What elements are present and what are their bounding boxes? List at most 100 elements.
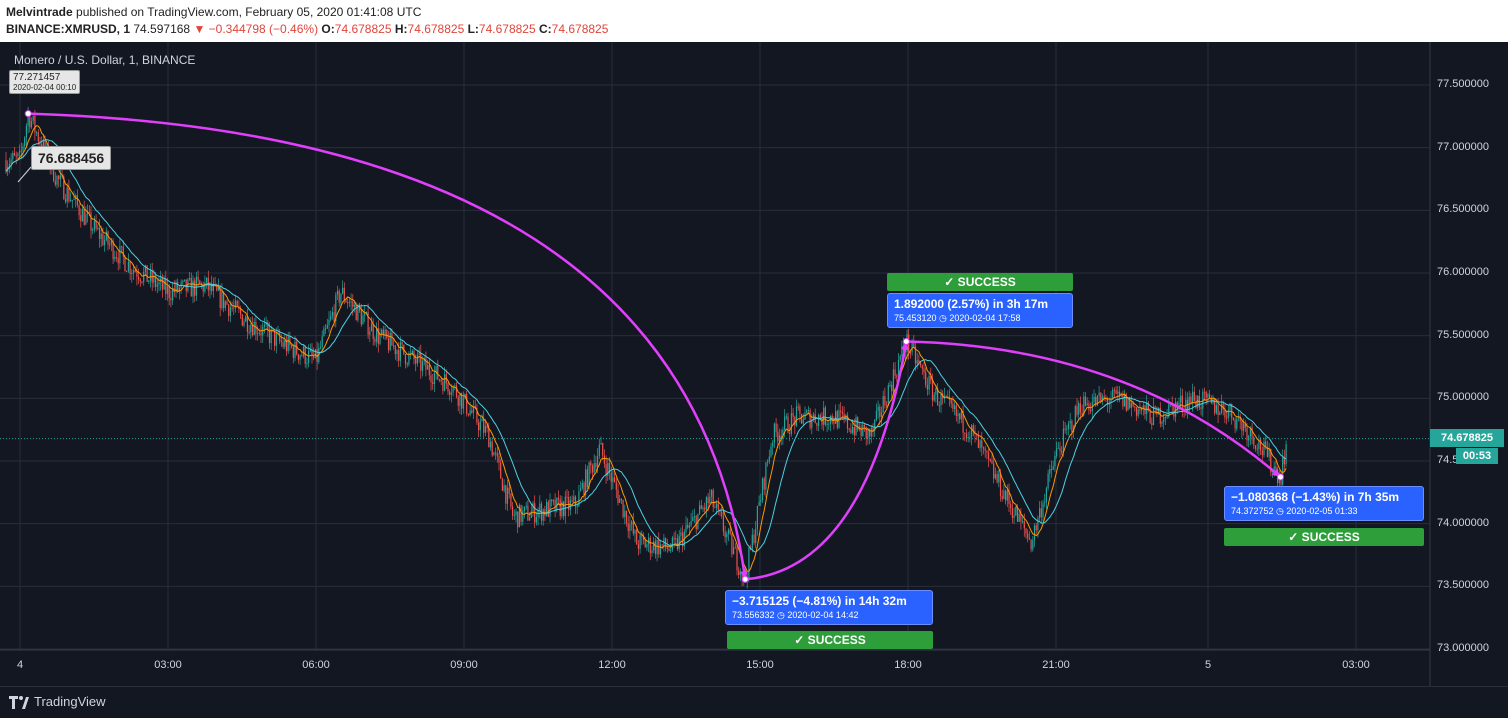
candle-body: [165, 278, 167, 294]
candle-body: [1197, 396, 1199, 408]
measure-label-drop[interactable]: −3.715125 (−4.81%) in 14h 32m 73.556332 …: [725, 590, 933, 625]
candle-body: [270, 329, 272, 344]
candle-body: [916, 360, 918, 364]
candle-body: [75, 195, 77, 199]
arc-start-point: [24, 110, 32, 118]
candle-body: [716, 503, 718, 508]
candle-body: [710, 490, 713, 497]
candle-body: [1256, 448, 1258, 450]
candle-body: [914, 346, 917, 364]
high-price-label[interactable]: 77.271457 2020-02-04 00:10: [9, 70, 81, 94]
time-tick-label: 5: [1204, 659, 1212, 671]
candle-body: [109, 244, 111, 246]
candle-body: [63, 176, 65, 200]
tradingview-logo-icon[interactable]: [8, 694, 30, 712]
candle-body: [136, 271, 138, 277]
candle-body: [1176, 402, 1178, 407]
candle-body: [926, 385, 928, 390]
chart-area[interactable]: Monero / U.S. Dollar, 1, BINANCE 77.5000…: [0, 42, 1508, 686]
candle-body: [734, 547, 736, 549]
candle-body: [665, 537, 667, 548]
candle-body: [217, 286, 220, 291]
candle-body: [294, 341, 296, 358]
current-price-tag: 74.678825: [1430, 429, 1504, 447]
candle-body: [860, 426, 862, 437]
candle-body: [362, 315, 364, 325]
candle-body: [466, 393, 468, 414]
candle-body: [605, 463, 607, 476]
candle-body: [726, 533, 728, 538]
candle-body: [175, 282, 177, 293]
price-tick-label: 74.5: [1437, 454, 1459, 466]
candle-body: [695, 516, 697, 530]
candle-body: [348, 302, 350, 304]
candle-body: [1278, 477, 1280, 484]
candle-body: [1042, 503, 1044, 518]
candle-body: [381, 329, 383, 335]
footer-bar: TradingView: [0, 686, 1508, 718]
candle-body: [483, 418, 485, 433]
measure-label-rise[interactable]: 1.892000 (2.57%) in 3h 17m 75.453120 ◷ 2…: [887, 293, 1073, 328]
candle-body: [891, 384, 893, 392]
candle-body: [163, 278, 165, 290]
tradingview-brand[interactable]: TradingView: [34, 694, 106, 709]
candle-body: [1001, 496, 1003, 499]
candle-body: [770, 446, 772, 457]
arc-arrowhead: [740, 570, 748, 580]
measure-final-main: −1.080368 (−1.43%) in 7h 35m: [1231, 490, 1400, 504]
candle-body: [478, 422, 480, 431]
candle-body: [862, 424, 864, 437]
candle-body: [714, 507, 716, 509]
candle-body: [624, 510, 626, 518]
author-name[interactable]: Melvintrade: [6, 5, 73, 19]
candle-body: [644, 539, 646, 548]
candle-body: [1035, 525, 1037, 531]
candle-body: [574, 496, 577, 507]
candle-body: [59, 174, 61, 180]
candle-body: [1175, 402, 1177, 417]
candle-body: [886, 405, 888, 407]
ohlc-line: BINANCE:XMRUSD, 1 74.597168 ▼ −0.344798 …: [6, 22, 608, 36]
candle-body: [81, 208, 84, 222]
candle-body: [727, 529, 730, 534]
time-tick-label: 12:00: [598, 659, 626, 671]
candle-body: [450, 392, 452, 395]
price-tick-label: 73.000000: [1437, 642, 1489, 654]
candle-body: [877, 406, 879, 411]
high-value: 74.678825: [407, 22, 465, 36]
candle-body: [93, 220, 95, 230]
high-price-value: 77.271457: [13, 72, 61, 83]
moving-averages: [5, 125, 1287, 572]
measure-label-final[interactable]: −1.080368 (−1.43%) in 7h 35m 74.372752 ◷…: [1224, 486, 1424, 521]
candle-body: [921, 365, 923, 369]
candle-body: [415, 359, 417, 364]
candle-body: [284, 340, 286, 347]
candle-body: [309, 349, 311, 352]
candle-body: [704, 507, 706, 510]
candle-body: [325, 328, 327, 330]
candle-body: [396, 350, 398, 355]
candle-body: [1261, 450, 1263, 456]
candle-body: [34, 115, 36, 133]
candle-body: [625, 510, 628, 524]
candle-body: [872, 428, 874, 431]
candle-body: [253, 321, 255, 335]
start-price-label[interactable]: 76.688456: [31, 146, 112, 170]
candle-body: [301, 355, 303, 357]
candle-body: [731, 533, 733, 555]
candle-body: [297, 354, 299, 360]
candle-body: [1013, 515, 1015, 518]
candle-body: [790, 413, 792, 434]
candle-body: [1110, 399, 1112, 403]
success-badge-final: ✓ SUCCESS: [1224, 528, 1424, 546]
candle-body: [685, 525, 687, 532]
candle-body: [411, 350, 413, 354]
candle-body: [1159, 408, 1161, 424]
candle-body: [331, 311, 333, 316]
candle-body: [476, 407, 478, 423]
chart-canvas[interactable]: [0, 42, 1508, 686]
candle-body: [461, 393, 463, 409]
candle-body: [260, 332, 262, 336]
candle-body: [608, 462, 611, 473]
candle-body: [1100, 392, 1102, 402]
